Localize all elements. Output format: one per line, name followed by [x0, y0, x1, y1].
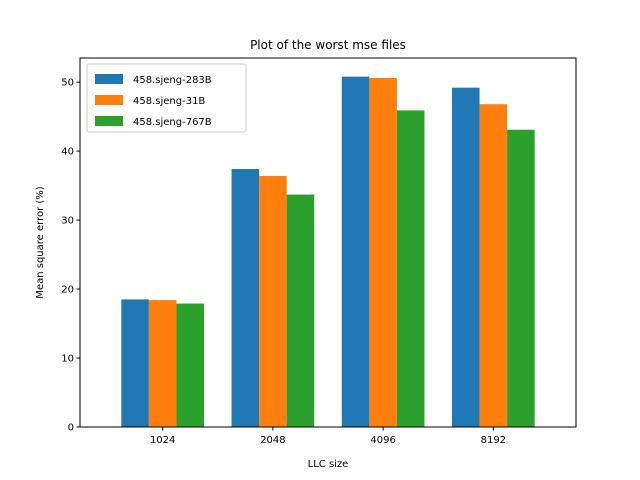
y-tick-label: 30: [61, 216, 74, 227]
bar-458.sjeng-31B-8192: [479, 104, 508, 427]
legend-swatch: [95, 116, 123, 126]
bar-458.sjeng-283B-4096: [341, 76, 370, 427]
y-tick-label: 0: [68, 423, 74, 434]
x-tick-label: 8192: [481, 435, 506, 446]
y-tick-label: 20: [61, 285, 74, 296]
legend-swatch: [95, 74, 123, 84]
y-tick-label: 10: [61, 354, 74, 365]
legend-label: 458.sjeng-283B: [133, 75, 212, 86]
x-tick-label: 4096: [370, 435, 395, 446]
legend-label: 458.sjeng-767B: [133, 117, 212, 128]
bar-458.sjeng-31B-1024: [148, 300, 177, 427]
y-axis: 0 10 20 30 40 50: [61, 78, 80, 434]
legend-swatch: [95, 95, 123, 105]
y-tick-label: 40: [61, 147, 74, 158]
x-tick-label: 1024: [150, 435, 175, 446]
chart-title: Plot of the worst mse files: [250, 38, 406, 52]
bars-group: [121, 76, 535, 428]
legend-frame: [86, 63, 247, 133]
y-axis-label: Mean square error (%): [35, 186, 46, 298]
bar-458.sjeng-283B-1024: [121, 299, 149, 427]
bar-458.sjeng-31B-2048: [259, 175, 287, 427]
x-tick-label: 2048: [260, 435, 285, 446]
y-tick-label: 50: [61, 78, 74, 89]
bar-458.sjeng-767B-2048: [286, 194, 315, 427]
legend: 458.sjeng-283B 458.sjeng-31B 458.sjeng-767…: [86, 63, 247, 133]
plot-frame: [79, 57, 577, 428]
bar-458.sjeng-283B-2048: [231, 169, 260, 427]
bar-458.sjeng-767B-8192: [507, 129, 535, 427]
x-axis: 1024 2048 4096 8192: [150, 427, 506, 446]
bar-458.sjeng-31B-4096: [369, 78, 397, 428]
bar-458.sjeng-767B-4096: [396, 110, 425, 427]
legend-label: 458.sjeng-31B: [133, 96, 205, 107]
bar-458.sjeng-767B-1024: [176, 303, 204, 427]
bar-458.sjeng-283B-8192: [452, 87, 480, 427]
x-axis-label: LLC size: [308, 459, 349, 470]
